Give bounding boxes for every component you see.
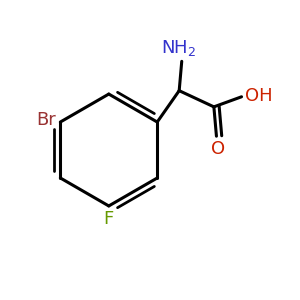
Text: F: F — [104, 210, 114, 228]
Text: O: O — [211, 140, 225, 158]
Text: OH: OH — [245, 87, 273, 105]
Text: NH$_2$: NH$_2$ — [161, 38, 197, 58]
Text: Br: Br — [36, 111, 56, 129]
